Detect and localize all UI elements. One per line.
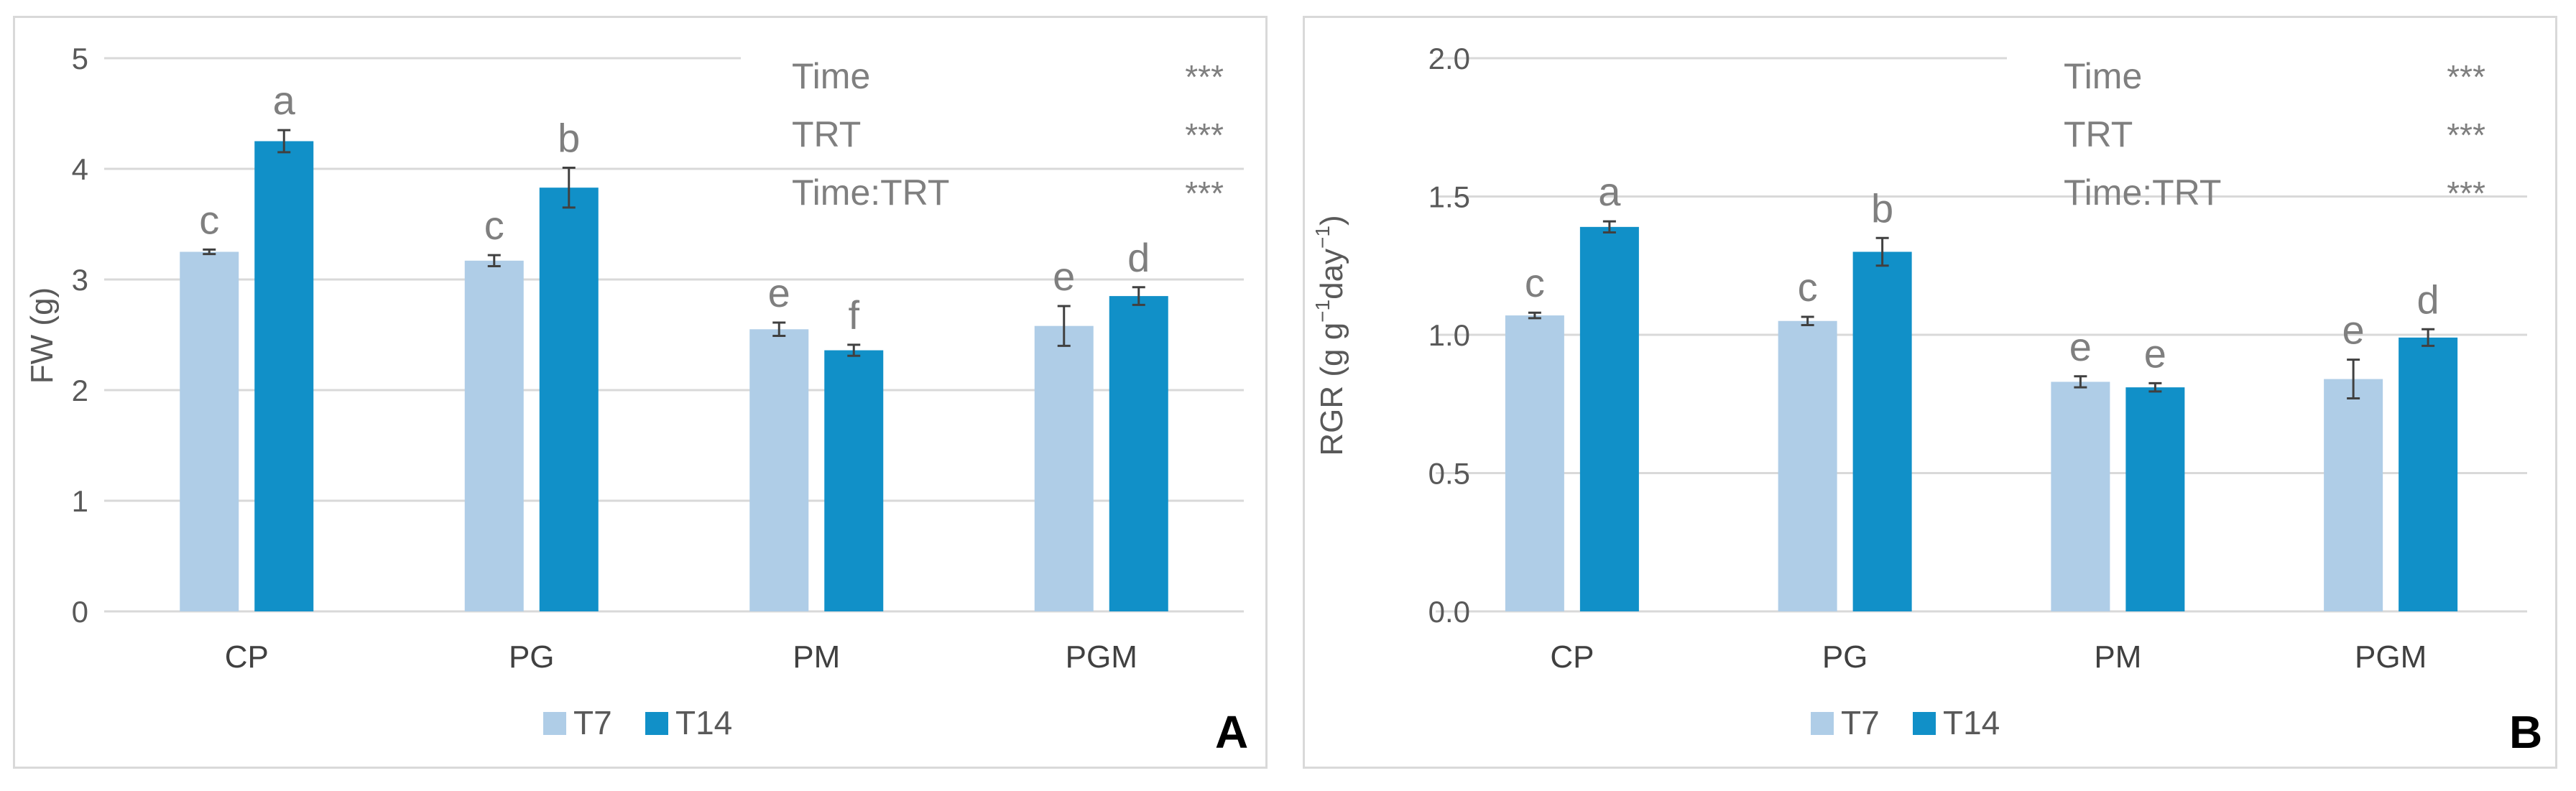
stats-label: TRT — [2064, 114, 2133, 154]
chart-panel-b: Time *** TRT *** Time:TRT *** 0.0 0.5 1.0 1.5 2.0… — [1303, 16, 2557, 769]
x-tick-labels: CP PG PM PGM — [1550, 639, 2427, 675]
stats-value: *** — [1185, 175, 1224, 212]
y-tick-label: 3 — [72, 263, 88, 297]
x-tick-labels: CP PG PM PGM — [225, 639, 1137, 675]
y-tick-label: 0.5 — [1428, 457, 1470, 491]
stats-value: *** — [2447, 58, 2485, 96]
y-tick-labels: 0.0 0.5 1.0 1.5 2.0 — [1428, 42, 1470, 629]
legend-swatch-t14 — [1913, 712, 1936, 735]
bar-t14 — [254, 141, 314, 611]
y-axis-label-main: RGR (g g — [1314, 323, 1349, 456]
significance-letter: a — [273, 78, 296, 123]
legend-label: T7 — [573, 704, 612, 741]
bar-t7 — [1034, 325, 1094, 611]
bars: c a c b e f e d — [180, 78, 1168, 611]
significance-letter: c — [484, 203, 504, 248]
x-tick-label: PM — [2094, 639, 2141, 675]
significance-letter: d — [1127, 235, 1150, 280]
stats-label: Time — [2064, 56, 2142, 96]
y-axis-label-sup1: −1 — [1311, 300, 1334, 323]
stats-label: Time:TRT — [792, 172, 949, 213]
y-tick-label: 5 — [72, 42, 88, 75]
x-tick-label: PG — [509, 639, 555, 675]
bar-t14 — [2399, 337, 2458, 611]
stats-value: *** — [2447, 116, 2485, 154]
y-axis-label: FW (g) — [24, 287, 60, 384]
x-tick-label: PGM — [2355, 639, 2427, 675]
legend-swatch-t7 — [1811, 712, 1834, 735]
bars: c a c b e e e d — [1505, 169, 2458, 612]
bar-t7 — [464, 260, 524, 611]
y-tick-label: 2 — [72, 374, 88, 407]
significance-letter: c — [1798, 264, 1818, 310]
legend: T7 T14 — [543, 704, 732, 741]
significance-letter: e — [2069, 324, 2092, 369]
stats-label: TRT — [792, 114, 861, 154]
significance-letter: e — [768, 270, 790, 315]
y-axis-label-sup2: −1 — [1311, 226, 1334, 249]
y-axis-label-mid: day — [1314, 249, 1349, 300]
x-tick-label: CP — [225, 639, 269, 675]
bar-t14 — [539, 188, 599, 611]
y-tick-label: 0 — [72, 595, 88, 629]
y-tick-labels: 0 1 2 3 4 5 — [72, 42, 88, 629]
significance-letter: a — [1598, 169, 1621, 214]
x-tick-label: CP — [1550, 639, 1594, 675]
y-tick-label: 2.0 — [1428, 42, 1470, 75]
stats-value: *** — [1185, 116, 1224, 154]
x-tick-label: PM — [793, 639, 840, 675]
significance-letter: e — [2144, 330, 2166, 376]
bar-t14 — [824, 350, 884, 611]
bar-t14 — [1579, 226, 1639, 612]
legend-swatch-t14 — [645, 712, 668, 735]
chart-a-svg: Time *** TRT *** Time:TRT *** 0 1 2 3 4 5 FW (g) c… — [24, 42, 1248, 758]
legend: T7 T14 — [1811, 704, 2000, 741]
legend-label: T14 — [1943, 704, 2000, 741]
bar-t7 — [1505, 315, 1564, 611]
stats-label: Time:TRT — [2064, 172, 2221, 213]
bar-t7 — [1778, 320, 1837, 611]
stats-value: *** — [2447, 175, 2485, 212]
y-axis-label: RGR (g g−1day−1) — [1311, 215, 1349, 455]
x-tick-label: PGM — [1066, 639, 1137, 675]
y-tick-label: 0.0 — [1428, 595, 1470, 629]
panel-label: B — [2509, 706, 2542, 758]
y-tick-label: 1 — [72, 484, 88, 518]
significance-letter: c — [199, 197, 219, 242]
significance-letter: b — [1871, 185, 1893, 231]
x-tick-label: PG — [1822, 639, 1868, 675]
significance-letter: e — [1053, 254, 1075, 299]
panel-label: A — [1215, 706, 1248, 758]
y-tick-label: 1.5 — [1428, 180, 1470, 214]
chart-panel-a: Time *** TRT *** Time:TRT *** 0 1 2 3 4 5 FW (g) c… — [13, 16, 1268, 769]
significance-letter: f — [848, 292, 859, 338]
bar-t14 — [2125, 387, 2185, 611]
bar-t14 — [1109, 296, 1168, 611]
y-axis-label-end: ) — [1314, 215, 1349, 226]
stats-value: *** — [1185, 58, 1224, 96]
legend-label: T14 — [675, 704, 732, 741]
stats-label: Time — [792, 56, 870, 96]
chart-b-svg: Time *** TRT *** Time:TRT *** 0.0 0.5 1.0 1.5 2.0… — [1311, 42, 2542, 758]
y-tick-label: 1.0 — [1428, 318, 1470, 352]
stats-table: Time *** TRT *** Time:TRT *** — [792, 56, 1224, 213]
stats-table: Time *** TRT *** Time:TRT *** — [2064, 56, 2485, 213]
bar-t14 — [1852, 251, 1912, 611]
significance-letter: d — [2417, 277, 2439, 322]
bar-t7 — [2324, 379, 2383, 611]
bar-t7 — [749, 329, 809, 611]
legend-label: T7 — [1841, 704, 1880, 741]
bar-t7 — [2051, 381, 2110, 611]
legend-swatch-t7 — [543, 712, 566, 735]
y-tick-label: 4 — [72, 152, 88, 186]
significance-letter: c — [1525, 260, 1545, 305]
significance-letter: e — [2342, 307, 2365, 353]
significance-letter: b — [558, 115, 580, 160]
bar-t7 — [180, 251, 239, 611]
